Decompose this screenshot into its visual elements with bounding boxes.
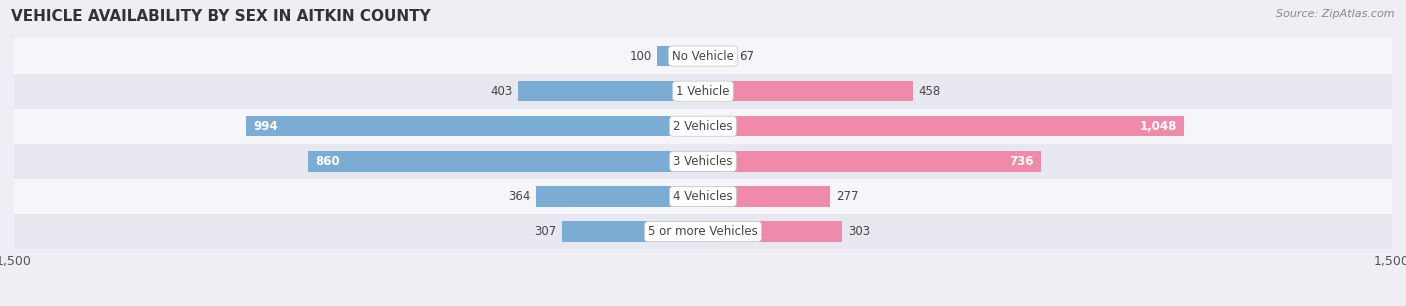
Bar bbox=[14, 214, 1392, 249]
Text: 403: 403 bbox=[491, 85, 512, 98]
Text: Source: ZipAtlas.com: Source: ZipAtlas.com bbox=[1277, 9, 1395, 19]
Text: 860: 860 bbox=[315, 155, 339, 168]
Text: 277: 277 bbox=[835, 190, 858, 203]
Bar bbox=[14, 109, 1392, 144]
Text: No Vehicle: No Vehicle bbox=[672, 50, 734, 62]
Bar bbox=[562, 222, 703, 242]
Text: 303: 303 bbox=[848, 225, 870, 238]
Bar bbox=[703, 151, 1040, 172]
Bar bbox=[536, 186, 703, 207]
Bar bbox=[14, 39, 1392, 73]
Bar bbox=[14, 73, 1392, 109]
Bar bbox=[517, 81, 703, 101]
Bar bbox=[703, 116, 1184, 136]
Text: 364: 364 bbox=[508, 190, 530, 203]
Text: 4 Vehicles: 4 Vehicles bbox=[673, 190, 733, 203]
Bar bbox=[703, 81, 914, 101]
Text: 994: 994 bbox=[253, 120, 278, 133]
Text: 100: 100 bbox=[630, 50, 651, 62]
Text: VEHICLE AVAILABILITY BY SEX IN AITKIN COUNTY: VEHICLE AVAILABILITY BY SEX IN AITKIN CO… bbox=[11, 9, 432, 24]
Text: 1,048: 1,048 bbox=[1140, 120, 1177, 133]
Bar bbox=[14, 144, 1392, 179]
Bar bbox=[703, 46, 734, 66]
Bar bbox=[703, 222, 842, 242]
Bar bbox=[703, 186, 830, 207]
Text: 67: 67 bbox=[740, 50, 754, 62]
Text: 736: 736 bbox=[1010, 155, 1035, 168]
Bar bbox=[14, 179, 1392, 214]
Text: 1 Vehicle: 1 Vehicle bbox=[676, 85, 730, 98]
Text: 458: 458 bbox=[920, 85, 941, 98]
Text: 5 or more Vehicles: 5 or more Vehicles bbox=[648, 225, 758, 238]
Text: 2 Vehicles: 2 Vehicles bbox=[673, 120, 733, 133]
Bar bbox=[246, 116, 703, 136]
Text: 307: 307 bbox=[534, 225, 557, 238]
Bar bbox=[657, 46, 703, 66]
Bar bbox=[308, 151, 703, 172]
Text: 3 Vehicles: 3 Vehicles bbox=[673, 155, 733, 168]
